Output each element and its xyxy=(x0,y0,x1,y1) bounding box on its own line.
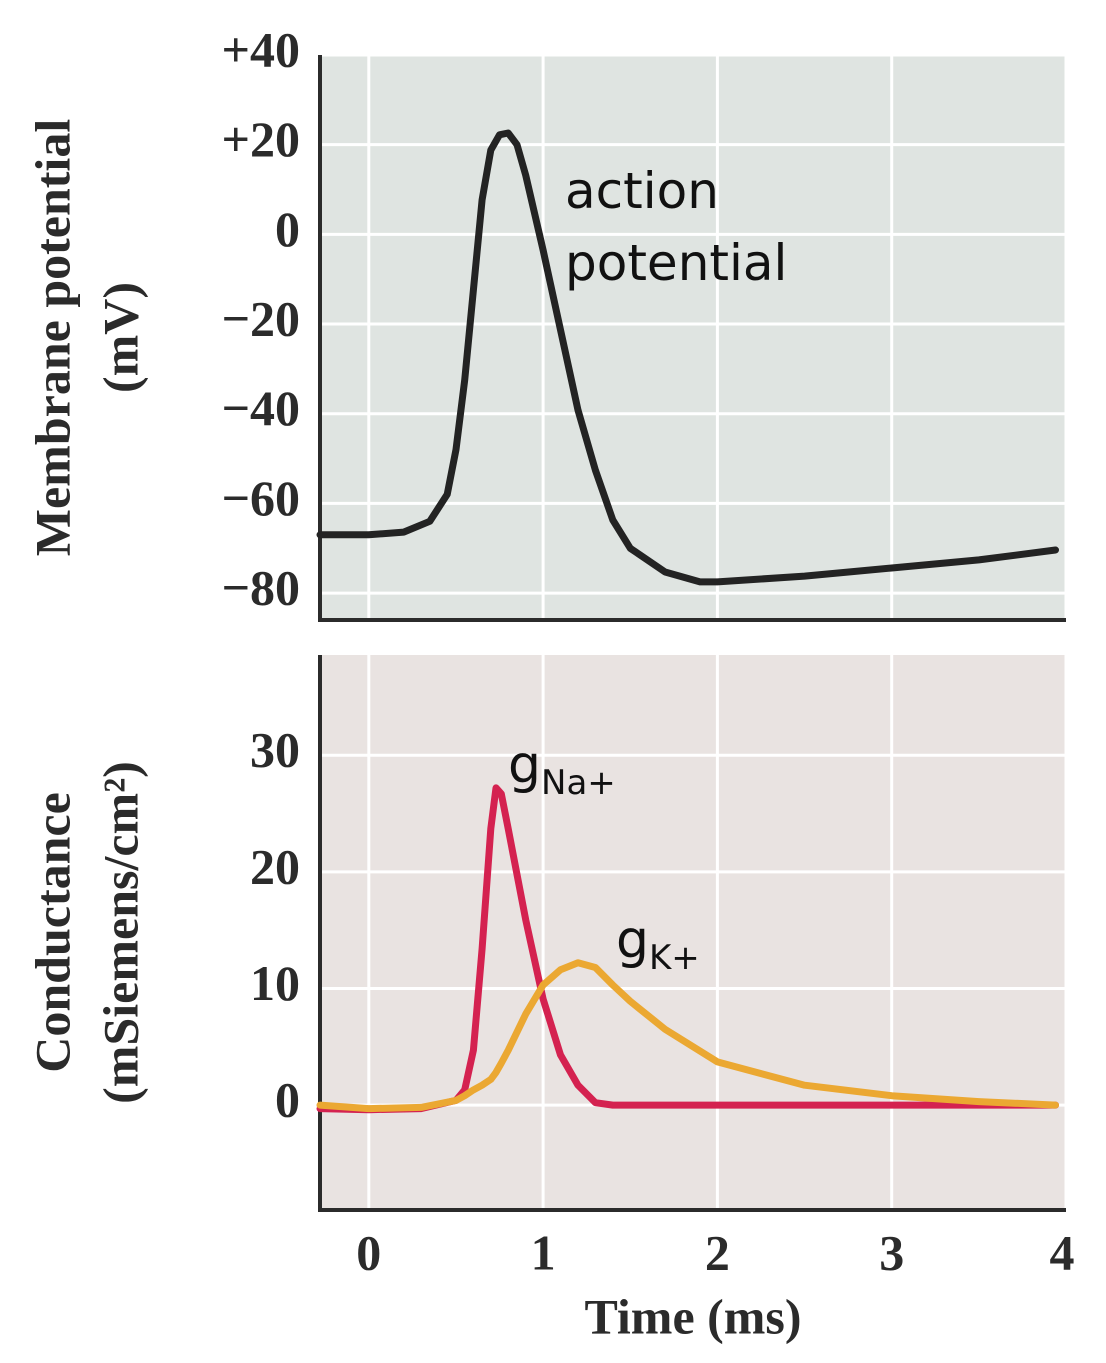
y-tick-label: 0 xyxy=(275,1072,300,1128)
y-tick-label: 0 xyxy=(275,201,300,257)
series-label-name: g xyxy=(616,910,649,970)
series-label-subscript: Na+ xyxy=(541,763,616,803)
x-tick-label: 2 xyxy=(705,1224,730,1280)
x-tick-label: 3 xyxy=(879,1224,904,1280)
y-axis-label: Conductance xyxy=(24,792,80,1073)
plot-background xyxy=(320,655,1066,1210)
line xyxy=(316,959,1059,1113)
x-tick-label: 4 xyxy=(1050,1224,1075,1280)
y-tick-label: 20 xyxy=(250,838,300,894)
y-tick-label: −40 xyxy=(222,380,301,436)
y-tick-label: +40 xyxy=(222,21,301,77)
y-tick-label: −60 xyxy=(222,470,301,526)
annotation: action potential xyxy=(565,162,788,292)
series-label-subscript: K+ xyxy=(649,938,700,978)
y-tick-label: −20 xyxy=(222,291,301,347)
series-label: gNa+ xyxy=(508,735,616,803)
x-axis-label: Time (ms) xyxy=(584,1288,801,1344)
y-axis-label: Membrane potential xyxy=(24,119,80,557)
x-tick-label: 1 xyxy=(531,1224,556,1280)
plot-background xyxy=(320,55,1066,620)
line xyxy=(316,129,1059,586)
line xyxy=(316,784,1059,1114)
series-label-name: g xyxy=(508,735,541,795)
y-tick-label: −80 xyxy=(222,560,301,616)
y-tick-label: 10 xyxy=(250,955,300,1011)
y-axis-label: (mV) xyxy=(92,282,148,393)
y-tick-label: 30 xyxy=(250,722,300,778)
x-tick-label: 0 xyxy=(356,1224,381,1280)
y-tick-label: +20 xyxy=(222,111,301,167)
annotation-text: action potential xyxy=(565,162,788,292)
series-label: gK+ xyxy=(616,910,700,978)
y-axis-label: (mSiemens/cm²) xyxy=(92,761,148,1104)
